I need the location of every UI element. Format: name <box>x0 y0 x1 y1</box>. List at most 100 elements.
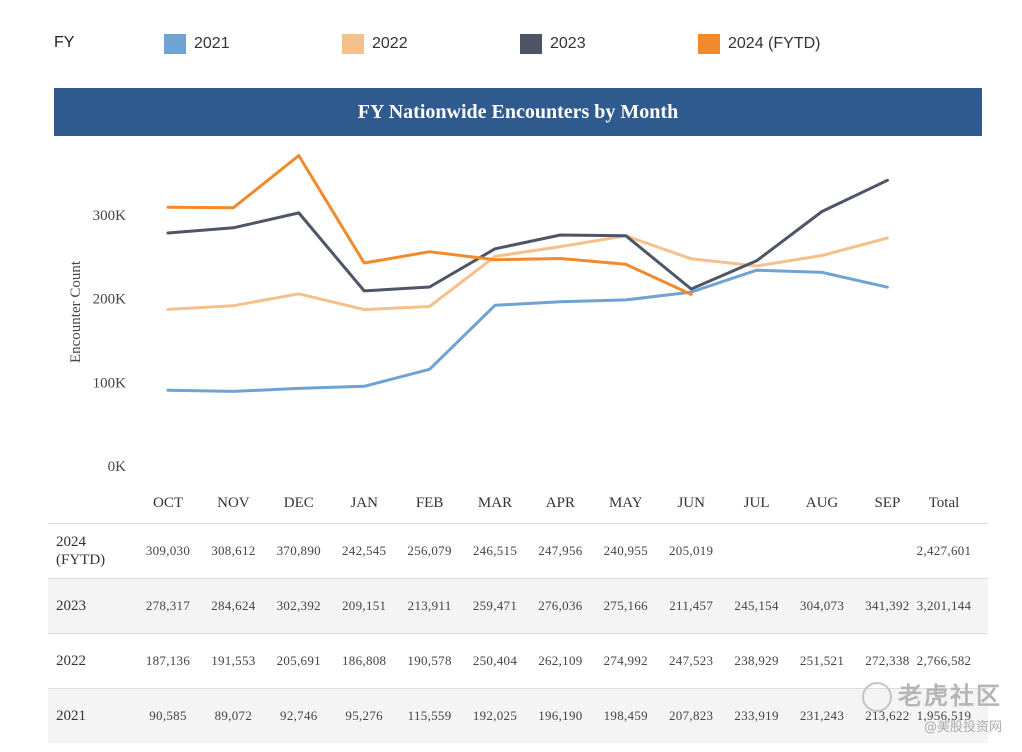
legend-label-2024: 2024 (FYTD) <box>728 35 821 52</box>
row-total: 1,956,519 <box>916 708 972 723</box>
table-cell: 245,154 <box>734 598 779 613</box>
table-cell: 198,459 <box>603 708 648 723</box>
table-cell: 242,545 <box>342 543 387 558</box>
table-cell: 308,612 <box>211 543 256 558</box>
table-cell: 278,317 <box>145 598 191 613</box>
table-cell: 284,624 <box>211 598 256 613</box>
table-cell: 262,109 <box>538 653 583 668</box>
series-line-2024-fytd <box>166 154 693 296</box>
x-axis-ticks: OCT NOV DEC JAN FEB MAR APR MAY JUN JUL AUG SEP <box>153 495 900 511</box>
table-cell: 95,276 <box>345 708 383 723</box>
x-tick-label: JUN <box>677 495 705 511</box>
y-tick-label: 0K <box>108 459 127 475</box>
table-cell: 90,585 <box>149 708 187 723</box>
x-tick-label: OCT <box>153 495 183 511</box>
watermark-brand: 老虎社区 <box>862 676 1002 712</box>
x-tick-label: SEP <box>874 495 900 511</box>
y-axis-label: Encounter Count <box>68 260 84 363</box>
table-cell: 213,911 <box>407 598 452 613</box>
x-tick-label: JAN <box>350 495 378 511</box>
table-cell: 115,559 <box>407 708 452 723</box>
x-tick-label: DEC <box>284 495 314 511</box>
watermark: 老虎社区 @美股投资网 <box>862 676 1002 735</box>
chart-title: FY Nationwide Encounters by Month <box>54 88 982 136</box>
table-cell: 274,992 <box>603 653 648 668</box>
watermark-handle: @美股投资网 <box>923 720 1002 735</box>
x-tick-label: FEB <box>416 495 444 511</box>
row-label: 2024 (FYTD) <box>56 534 106 568</box>
table-cell: 309,030 <box>145 543 191 558</box>
table-cell: 304,073 <box>799 598 845 613</box>
y-axis-ticks: 0K 100K 200K 300K <box>93 208 127 475</box>
row-total: 3,201,144 <box>916 598 972 613</box>
table-cell: 256,079 <box>407 543 452 558</box>
table-cell: 187,136 <box>145 653 191 668</box>
table-cell: 196,190 <box>538 708 583 723</box>
table-row: 2021 90,585 89,072 92,746 95,276 115,559 192,0… <box>48 688 988 743</box>
legend-item-2023: 2023 <box>520 32 586 56</box>
table-cell: 190,578 <box>407 653 452 668</box>
legend-swatch-2023 <box>520 34 542 54</box>
total-column-header: Total <box>929 495 960 511</box>
legend-swatch-2021 <box>164 34 186 54</box>
table-cell: 92,746 <box>280 708 318 723</box>
table-cell: 186,808 <box>342 653 387 668</box>
table-cell: 247,956 <box>538 543 583 558</box>
x-tick-label: JUL <box>744 495 770 511</box>
x-tick-label: AUG <box>806 495 839 511</box>
table-cell: 89,072 <box>214 708 253 723</box>
row-total: 2,766,582 <box>916 653 972 668</box>
series-line-2023 <box>166 178 889 293</box>
table-cell: 205,691 <box>276 653 321 668</box>
table-cell: 250,404 <box>472 653 518 668</box>
x-tick-label: MAY <box>609 495 643 511</box>
legend-item-2024: 2024 (FYTD) <box>698 32 820 56</box>
data-table: 2024 (FYTD) 309,030 308,612 370,890 242,545 2… <box>48 523 988 743</box>
legend-label-2021: 2021 <box>194 35 230 52</box>
y-tick-label: 100K <box>93 375 127 391</box>
row-label: 2021 <box>56 708 86 724</box>
table-row: 2023 278,317 284,624 302,392 209,151 213,911 2… <box>48 578 988 633</box>
table-cell: 205,019 <box>669 543 714 558</box>
y-tick-label: 200K <box>93 292 127 308</box>
legend-label-2022: 2022 <box>372 35 408 52</box>
table-cell: 209,151 <box>342 598 387 613</box>
x-tick-label: APR <box>546 495 575 511</box>
row-label: 2022 <box>56 653 86 669</box>
table-cell: 191,553 <box>211 653 256 668</box>
series-line-2022 <box>166 234 889 312</box>
table-row: 2024 (FYTD) 309,030 308,612 370,890 242,545 2… <box>48 523 988 578</box>
table-cell: 272,338 <box>865 653 910 668</box>
table-cell: 302,392 <box>276 598 321 613</box>
table-cell: 259,471 <box>472 598 518 613</box>
row-total: 2,427,601 <box>916 543 972 558</box>
table-row: 2022 187,136 191,553 205,691 186,808 190,578 2… <box>48 633 988 688</box>
legend-swatch-2024 <box>698 34 720 54</box>
table-cell: 211,457 <box>669 598 714 613</box>
table-cell: 207,823 <box>669 708 714 723</box>
table-cell: 276,036 <box>538 598 583 613</box>
table-cell: 231,243 <box>799 708 845 723</box>
line-chart: Encounter Count 0K 100K 200K 300K OCT NOV DEC… <box>68 154 960 511</box>
series-line-2021 <box>166 268 889 393</box>
legend-label-2023: 2023 <box>550 35 586 52</box>
table-cell: 192,025 <box>472 708 518 723</box>
table-cell: 233,919 <box>734 708 779 723</box>
watermark-brand-text: 老虎社区 <box>898 682 1002 710</box>
table-cell: 240,955 <box>603 543 648 558</box>
legend-item-2022: 2022 <box>342 32 408 56</box>
table-cell: 370,890 <box>276 543 321 558</box>
x-tick-label: MAR <box>478 495 512 511</box>
legend-title: FY <box>54 34 75 51</box>
table-cell: 238,929 <box>734 653 779 668</box>
series-lines <box>166 154 889 393</box>
table-cell: 341,392 <box>865 598 910 613</box>
row-label: 2023 <box>56 598 86 614</box>
table-cell: 246,515 <box>472 543 518 558</box>
table-cell: 251,521 <box>799 653 845 668</box>
y-tick-label: 300K <box>93 208 127 224</box>
legend-swatch-2022 <box>342 34 364 54</box>
tiger-logo-icon <box>862 682 892 712</box>
x-tick-label: NOV <box>217 495 250 511</box>
table-cell: 275,166 <box>603 598 648 613</box>
